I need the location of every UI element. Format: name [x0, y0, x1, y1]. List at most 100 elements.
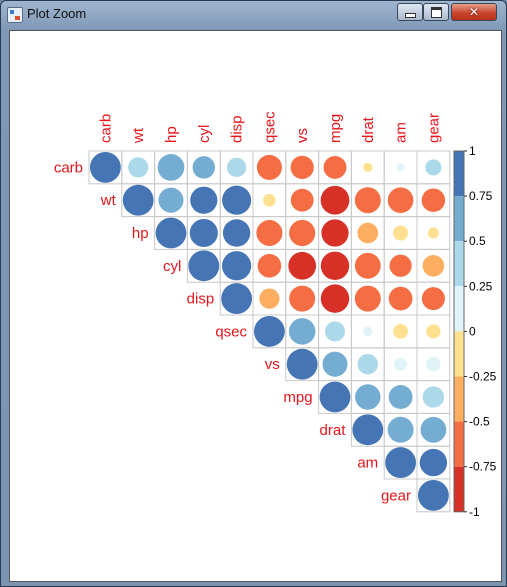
- column-label: wt: [130, 127, 147, 144]
- row-label: vs: [265, 356, 280, 373]
- correlation-circle: [193, 156, 215, 178]
- correlation-circle: [425, 159, 441, 175]
- minimize-button[interactable]: [397, 3, 423, 21]
- correlation-circle: [222, 186, 251, 215]
- row-label: carb: [54, 159, 83, 176]
- correlation-circle: [289, 286, 315, 312]
- correlation-circle: [355, 286, 381, 312]
- correlation-circle: [385, 447, 416, 478]
- colorbar-segment: [454, 377, 464, 422]
- correlation-circle: [188, 250, 219, 281]
- maximize-button[interactable]: [423, 3, 449, 21]
- column-label: drat: [360, 116, 377, 143]
- correlation-circle: [423, 255, 445, 277]
- correlation-circle: [321, 219, 348, 246]
- correlation-circle: [363, 163, 372, 172]
- correlation-circle: [363, 327, 372, 336]
- correlation-circle: [259, 288, 279, 308]
- minimize-icon: [405, 13, 416, 18]
- correlation-circle: [321, 186, 350, 215]
- colorbar-tick-label: 0: [469, 324, 476, 338]
- correlation-circle: [389, 287, 413, 311]
- correlation-circle: [393, 225, 408, 240]
- correlation-circle: [320, 382, 351, 413]
- correlation-circle: [358, 354, 378, 374]
- correlation-circle: [128, 157, 148, 177]
- correlation-circle: [321, 252, 349, 280]
- correlation-circle: [352, 414, 383, 445]
- column-label: mpg: [327, 114, 344, 143]
- correlation-circle: [324, 156, 347, 179]
- correlation-circle: [421, 417, 447, 443]
- correlation-circle: [291, 189, 314, 212]
- correlation-circle: [389, 385, 413, 409]
- row-label: mpg: [283, 389, 312, 406]
- correlation-circle: [321, 284, 349, 312]
- correlation-circle: [357, 223, 378, 244]
- colorbar-segment: [454, 331, 464, 376]
- column-label: carb: [97, 114, 114, 143]
- column-label: am: [393, 122, 410, 143]
- correlation-circle: [325, 321, 345, 341]
- column-label: qsec: [261, 111, 278, 143]
- row-label: am: [357, 455, 378, 472]
- plot-area: carb wt hp cyl disp qsec vs mpg drat am gear carb wt…: [9, 30, 502, 582]
- correlation-circle: [418, 480, 449, 511]
- row-label: wt: [100, 192, 117, 209]
- column-label: cyl: [196, 125, 213, 143]
- correlation-circle: [355, 187, 381, 213]
- column-label: gear: [425, 113, 442, 143]
- close-icon: ✕: [469, 5, 479, 19]
- correlation-circle: [289, 318, 316, 345]
- colorbar-tick-label: -0.25: [469, 370, 497, 384]
- row-label: drat: [320, 422, 347, 439]
- column-label: hp: [163, 126, 180, 143]
- correlation-circle: [287, 349, 318, 380]
- correlation-circle: [397, 164, 405, 172]
- app-icon: [7, 7, 23, 23]
- correlation-circle: [190, 219, 218, 247]
- colorbar-tick-label: 0.25: [469, 279, 493, 293]
- correlation-circle: [263, 194, 276, 207]
- correlation-circle: [423, 386, 444, 407]
- window-title: Plot Zoom: [27, 6, 86, 21]
- row-label: hp: [132, 225, 149, 242]
- row-label: cyl: [163, 258, 181, 275]
- correlation-circle: [389, 255, 411, 277]
- correlation-circle: [393, 324, 408, 339]
- correlation-circle: [256, 220, 282, 246]
- title-bar[interactable]: Plot Zoom ✕: [1, 1, 506, 29]
- correlation-circle: [355, 384, 380, 409]
- correlation-circle: [288, 252, 316, 280]
- colorbar-tick-label: -1: [469, 505, 480, 519]
- correlation-circle: [156, 218, 187, 249]
- correlation-circle: [158, 188, 183, 213]
- close-button[interactable]: ✕: [451, 3, 497, 21]
- correlation-circle: [221, 283, 252, 314]
- correlation-circle: [222, 251, 251, 280]
- colorbar-tick-label: 0.75: [469, 189, 493, 203]
- correlation-circle: [291, 156, 314, 179]
- colorbar-tick-label: 1: [469, 144, 476, 158]
- correlation-circle: [388, 417, 414, 443]
- correlation-circle: [223, 219, 250, 246]
- correlation-circle: [355, 253, 381, 279]
- correlation-circle: [257, 155, 282, 180]
- colorbar-tick-label: -0.5: [469, 415, 490, 429]
- colorbar-tick-label: -0.75: [469, 460, 497, 474]
- colorbar-segment: [454, 286, 464, 331]
- correlation-circle: [90, 152, 121, 183]
- correlation-circle: [422, 287, 445, 310]
- colorbar-segment: [454, 241, 464, 286]
- correlation-circle: [289, 220, 315, 246]
- correlation-circle: [322, 352, 347, 377]
- correlation-circle: [123, 185, 154, 216]
- correlation-plot: carb wt hp cyl disp qsec vs mpg drat am gearcarbwt…: [10, 31, 501, 581]
- correlation-circle: [426, 357, 440, 371]
- colorbar-segment: [454, 422, 464, 467]
- correlation-circle: [190, 187, 217, 214]
- correlation-circle: [158, 154, 185, 181]
- row-label: gear: [381, 487, 411, 504]
- column-label: disp: [229, 115, 246, 143]
